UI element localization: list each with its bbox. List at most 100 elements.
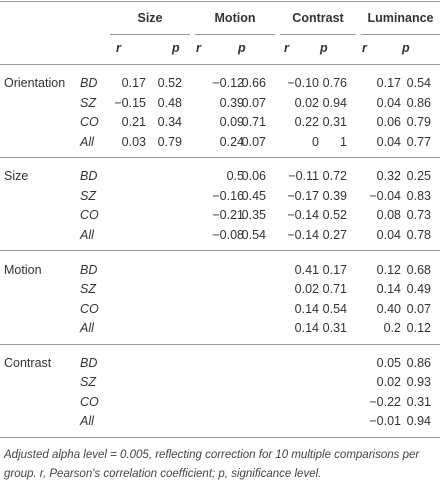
cell: 0.94 (322, 95, 347, 110)
cell: −0.21 (212, 208, 244, 223)
cell: 0.2 (383, 321, 401, 336)
cell: 0.07 (241, 95, 266, 110)
cell: −0.14 (287, 227, 319, 242)
group-label: SZ (80, 375, 96, 390)
stat-header: p (172, 41, 180, 55)
cell: 0.66 (241, 76, 266, 90)
cell: 0.39 (219, 95, 244, 110)
cell: 0.68 (406, 262, 431, 277)
cell: 0.02 (294, 282, 319, 297)
stat-header: r (196, 41, 201, 55)
cell: 0.05 (376, 355, 401, 370)
cell: 0.71 (241, 115, 266, 129)
cell: 0.07 (406, 301, 431, 316)
cell: 0.04 (376, 227, 401, 242)
cell: 0.94 (406, 414, 431, 429)
cell: 0.45 (241, 188, 266, 203)
cell: 0.54 (241, 227, 266, 242)
cell: 1 (340, 134, 347, 149)
cell: 0.04 (376, 134, 401, 149)
group-rule (110, 34, 190, 35)
cell: −0.10 (287, 76, 319, 90)
group-rule (361, 34, 440, 35)
section-label: Size (4, 169, 29, 184)
cell: 0.86 (406, 95, 431, 110)
cell: 0.31 (322, 115, 347, 129)
cell: 0.22 (294, 115, 319, 129)
cell: 0.31 (322, 321, 347, 336)
cell: 0 (312, 134, 319, 149)
footnote: Adjusted alpha level = 0.005, reflecting… (4, 449, 420, 480)
group-label: CO (80, 301, 99, 316)
cell: 0.71 (322, 282, 347, 297)
cell: −0.22 (369, 394, 401, 409)
stat-header: r (284, 41, 289, 55)
group-rule (280, 34, 356, 35)
header-rule (0, 64, 440, 65)
column-group-header: Contrast (292, 11, 344, 25)
group-label: CO (80, 208, 99, 223)
section-label: Motion (4, 262, 42, 277)
cell: 0.76 (322, 76, 347, 90)
column-group-header: Luminance (367, 11, 434, 25)
stat-header: p (320, 41, 328, 55)
cell: 0.02 (294, 95, 319, 110)
cell: 0.17 (376, 76, 401, 90)
group-label: SZ (80, 95, 96, 110)
cell: 0.06 (376, 115, 401, 129)
cell: −0.16 (212, 188, 244, 203)
group-rule (195, 34, 275, 35)
group-label: BD (80, 169, 98, 184)
cell: 0.79 (157, 134, 182, 149)
cell: 0.12 (376, 262, 401, 277)
cell: −0.08 (212, 227, 244, 242)
cell: 0.77 (406, 134, 431, 149)
cell: −0.17 (287, 188, 319, 203)
section-rule (0, 343, 440, 345)
cell: 0.07 (241, 134, 266, 149)
cell: 0.02 (376, 375, 401, 390)
cell: 0.14 (294, 301, 319, 316)
cell: 0.25 (406, 169, 431, 184)
section-rule (0, 436, 440, 438)
cell: 0.27 (322, 227, 347, 242)
cell: 0.52 (157, 76, 182, 90)
group-label: BD (80, 355, 98, 370)
section-rule (0, 250, 440, 252)
cell: 0.73 (406, 208, 431, 223)
cell: 0.93 (406, 375, 431, 390)
group-label: All (80, 134, 94, 149)
cell: 0.54 (322, 301, 347, 316)
group-label: SZ (80, 188, 96, 203)
group-label: SZ (80, 282, 96, 297)
cell: 0.52 (322, 208, 347, 223)
cell: 0.04 (376, 95, 401, 110)
stat-header: p (238, 41, 246, 55)
cell: 0.86 (406, 355, 431, 370)
top-rule (0, 1, 440, 2)
cell: 0.48 (157, 95, 182, 110)
cell: 0.41 (294, 262, 319, 277)
cell: 0.14 (376, 282, 401, 297)
stat-header: r (116, 41, 121, 55)
group-label: All (80, 227, 94, 242)
group-label: BD (80, 262, 98, 277)
cell: −0.11 (288, 169, 319, 184)
stat-header: p (402, 41, 410, 55)
cell: −0.04 (369, 188, 401, 203)
column-group-header: Motion (214, 11, 256, 25)
cell: 0.39 (322, 188, 347, 203)
cell: 0.06 (241, 169, 266, 184)
group-label: CO (80, 115, 99, 129)
section-rule (0, 157, 440, 158)
cell: 0.35 (241, 208, 266, 223)
stat-header: r (362, 41, 367, 55)
cell: 0.31 (406, 394, 431, 409)
cell: 0.17 (322, 262, 347, 277)
cell: 0.32 (376, 169, 401, 184)
group-label: BD (80, 76, 98, 90)
cell: 0.79 (406, 115, 431, 129)
cell: 0.34 (157, 115, 182, 129)
cell: 0.54 (406, 76, 431, 90)
